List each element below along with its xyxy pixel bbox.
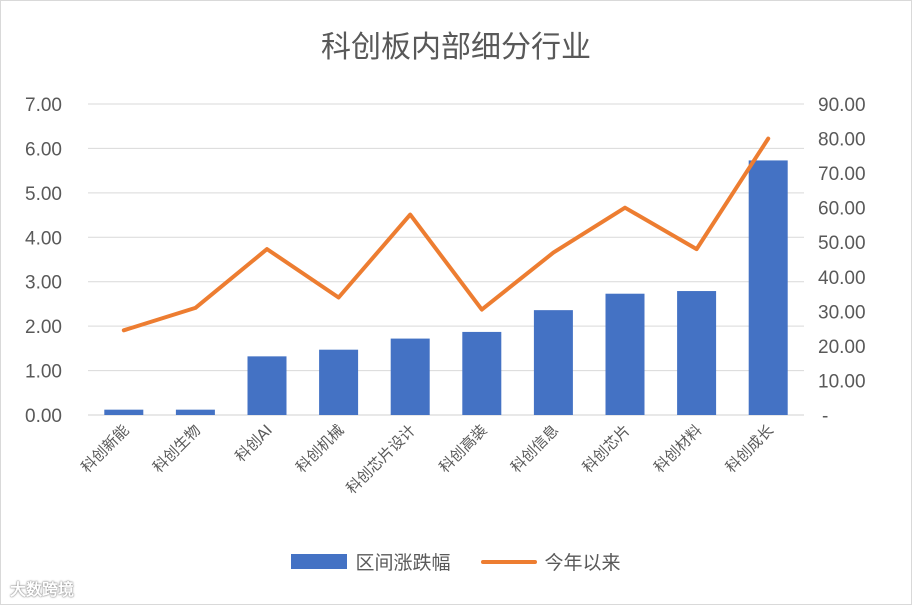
bar xyxy=(175,409,215,415)
line-point xyxy=(552,252,554,254)
right-tick-label: 90.00 xyxy=(818,95,866,116)
bar xyxy=(390,338,430,415)
left-tick-label: 7.00 xyxy=(25,95,62,116)
category-label: 科创新能 xyxy=(77,421,132,476)
left-tick-label: 5.00 xyxy=(25,184,62,205)
legend-label-line: 今年以来 xyxy=(544,552,621,574)
right-tick-label: 80.00 xyxy=(818,130,866,151)
category-label: 科创信息 xyxy=(507,421,562,476)
category-label: 科创高装 xyxy=(435,421,490,476)
left-tick-label: 4.00 xyxy=(25,228,62,249)
line-point xyxy=(481,309,483,311)
legend-swatch-bar xyxy=(291,554,348,569)
left-tick-label: 1.00 xyxy=(25,362,62,383)
bar xyxy=(748,160,788,415)
right-tick-label: 20.00 xyxy=(818,337,866,358)
line-point xyxy=(338,297,340,299)
category-label: 科创生物 xyxy=(149,421,204,476)
line-point xyxy=(696,248,698,250)
right-axis-ticks: - 10.00 20.00 30.00 40.00 50.00 60.00 70.00 80.0… xyxy=(818,95,866,427)
bar xyxy=(104,409,144,415)
category-label: 科创芯片设计 xyxy=(343,421,419,497)
bar xyxy=(247,356,287,415)
right-tick-label: - xyxy=(822,406,828,427)
left-tick-label: 6.00 xyxy=(25,139,62,160)
right-tick-label: 70.00 xyxy=(818,164,866,185)
bar xyxy=(677,291,717,415)
right-tick-label: 50.00 xyxy=(818,233,866,254)
category-label: 科创AI xyxy=(232,421,276,465)
legend-item-bar: 区间涨跌幅 xyxy=(291,548,451,575)
right-tick-label: 40.00 xyxy=(818,268,866,289)
line-point xyxy=(266,248,268,250)
legend-item-line: 今年以来 xyxy=(480,548,621,575)
right-tick-label: 30.00 xyxy=(818,302,866,323)
bar-series xyxy=(104,160,788,415)
left-axis-ticks: 0.00 1.00 2.00 3.00 4.00 5.00 6.00 7.00 xyxy=(25,95,62,427)
left-tick-label: 2.00 xyxy=(25,317,62,338)
legend-swatch-line xyxy=(480,559,537,564)
right-tick-label: 10.00 xyxy=(818,371,866,392)
legend: 区间涨跌幅 今年以来 xyxy=(0,548,912,575)
line-point xyxy=(123,329,125,331)
line-point xyxy=(409,214,411,216)
legend-label-bar: 区间涨跌幅 xyxy=(355,552,451,574)
bar xyxy=(462,331,502,415)
line-point xyxy=(624,207,626,209)
category-label: 科创机械 xyxy=(292,421,347,476)
line-series xyxy=(121,136,771,333)
right-tick-label: 60.00 xyxy=(818,199,866,220)
category-label: 科创成长 xyxy=(722,421,777,476)
line-path xyxy=(121,136,771,333)
bar xyxy=(319,349,359,415)
chart-title: 科创板内部细分行业 xyxy=(321,30,591,65)
category-label: 科创材料 xyxy=(650,421,705,476)
left-tick-label: 0.00 xyxy=(25,406,62,427)
category-label: 科创芯片 xyxy=(579,421,634,476)
bar xyxy=(533,310,573,415)
line-point xyxy=(767,138,769,140)
line-point xyxy=(194,307,196,309)
bar xyxy=(605,293,645,415)
left-tick-label: 3.00 xyxy=(25,273,62,294)
watermark-logo: 大数跨境 xyxy=(10,580,75,599)
